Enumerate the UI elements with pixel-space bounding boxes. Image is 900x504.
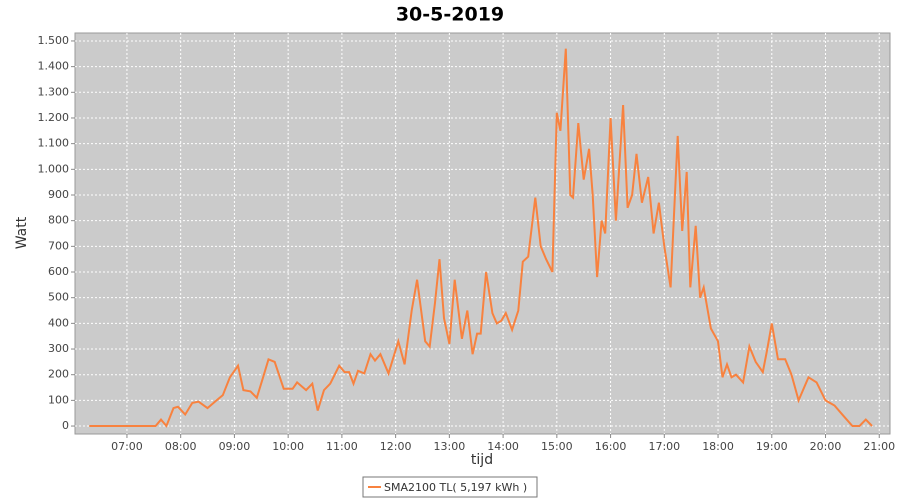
x-tick-label: 12:00 xyxy=(380,440,412,453)
x-tick-label: 19:00 xyxy=(756,440,788,453)
y-tick-label: 600 xyxy=(48,265,69,278)
y-tick-label: 1.400 xyxy=(38,60,70,73)
y-tick-label: 1.200 xyxy=(38,111,70,124)
x-tick-label: 21:00 xyxy=(863,440,895,453)
y-tick-label: 400 xyxy=(48,316,69,329)
y-tick-label: 800 xyxy=(48,214,69,227)
series-line xyxy=(89,48,873,428)
y-tick-label: 1.500 xyxy=(38,34,70,47)
y-tick-label: 300 xyxy=(48,342,69,355)
x-tick-label: 14:00 xyxy=(487,440,519,453)
x-tick-label: 18:00 xyxy=(702,440,734,453)
chart-title: 30-5-2019 xyxy=(396,4,504,26)
y-tick-label: 1.000 xyxy=(38,162,70,175)
x-tick-label: 13:00 xyxy=(434,440,466,453)
legend-label: SMA2100 TL( 5,197 kWh ) xyxy=(384,481,527,494)
y-tick-label: 100 xyxy=(48,393,69,406)
x-tick-label: 07:00 xyxy=(111,440,143,453)
legend xyxy=(362,476,538,498)
x-tick-label: 15:00 xyxy=(541,440,573,453)
plot-area xyxy=(74,32,891,435)
x-tick-label: 10:00 xyxy=(272,440,304,453)
y-tick-label: 500 xyxy=(48,291,69,304)
y-tick-label: 700 xyxy=(48,239,69,252)
x-tick-label: 17:00 xyxy=(648,440,680,453)
x-tick-label: 16:00 xyxy=(595,440,627,453)
x-axis-label: tijd xyxy=(471,452,493,468)
x-tick-label: 20:00 xyxy=(810,440,842,453)
x-tick-label: 11:00 xyxy=(326,440,358,453)
x-tick-label: 08:00 xyxy=(165,440,197,453)
y-tick-label: 1.100 xyxy=(38,137,70,150)
y-axis-label: Watt xyxy=(14,216,30,249)
y-tick-label: 1.300 xyxy=(38,85,70,98)
y-tick-label: 0 xyxy=(62,419,69,432)
y-tick-label: 900 xyxy=(48,188,69,201)
x-tick-label: 09:00 xyxy=(219,440,251,453)
y-tick-label: 200 xyxy=(48,368,69,381)
